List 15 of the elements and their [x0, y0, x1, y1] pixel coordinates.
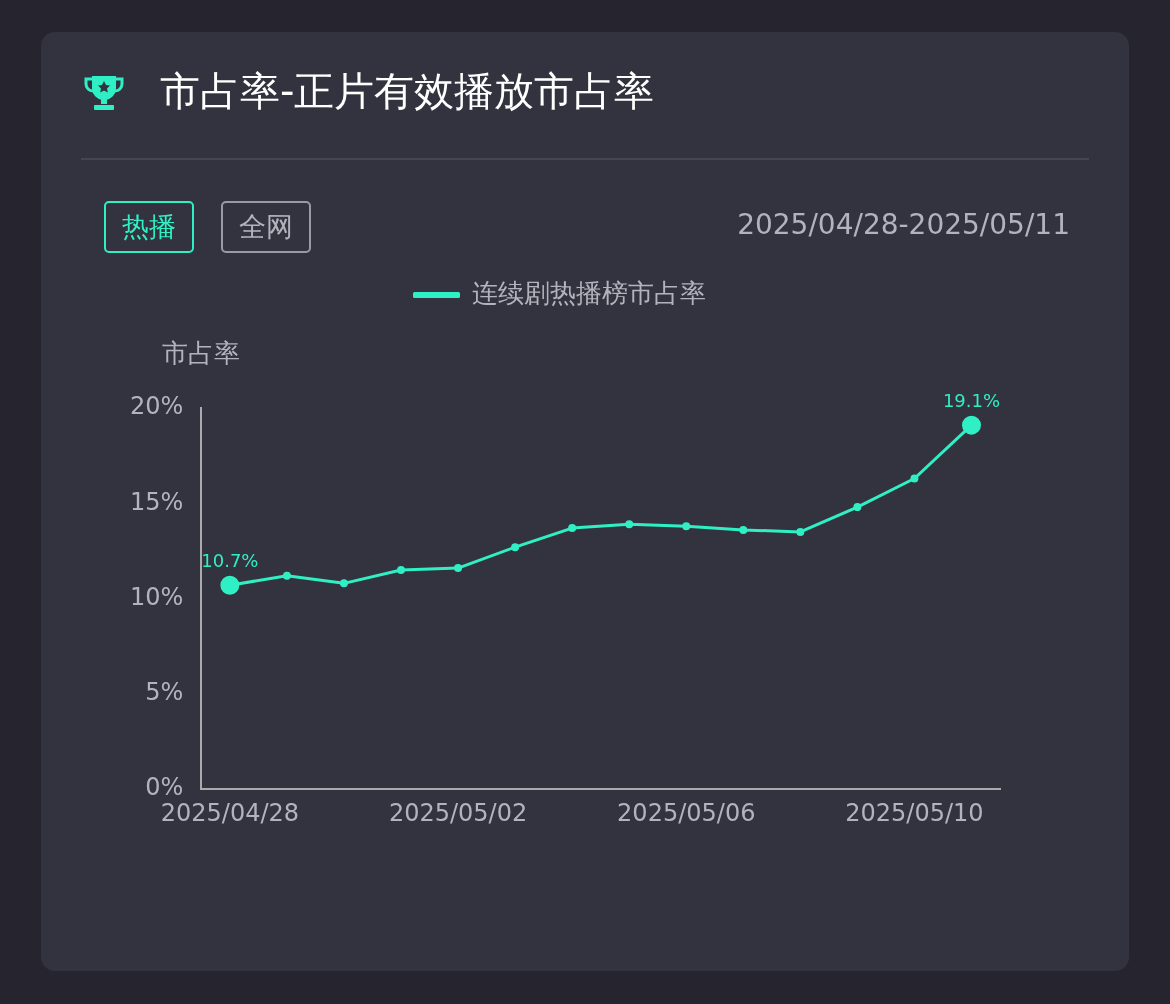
text: 热播	[104, 201, 194, 253]
chart-title: 市占率-正片有效播放市占率	[160, 67, 655, 116]
x-tick-label: 2025/05/10	[845, 798, 984, 827]
y-tick-label: 15%	[130, 487, 184, 516]
data-label: 19.1%	[942, 389, 1001, 411]
x-tick-label: 2025/05/06	[617, 798, 756, 827]
y-tick-label: 5%	[145, 678, 184, 707]
legend-label: 连续剧热播榜市占率	[471, 277, 706, 308]
y-tick-label: 20%	[130, 392, 184, 421]
x-tick-label: 2025/05/02	[388, 798, 528, 827]
y-tick-label: 10%	[130, 582, 184, 611]
text: 2025/04/28-2025/05/11	[737, 208, 1070, 241]
text: 全网	[221, 201, 311, 253]
y-axis-title: 市占率	[162, 337, 241, 368]
data-label: 10.7%	[201, 549, 259, 571]
